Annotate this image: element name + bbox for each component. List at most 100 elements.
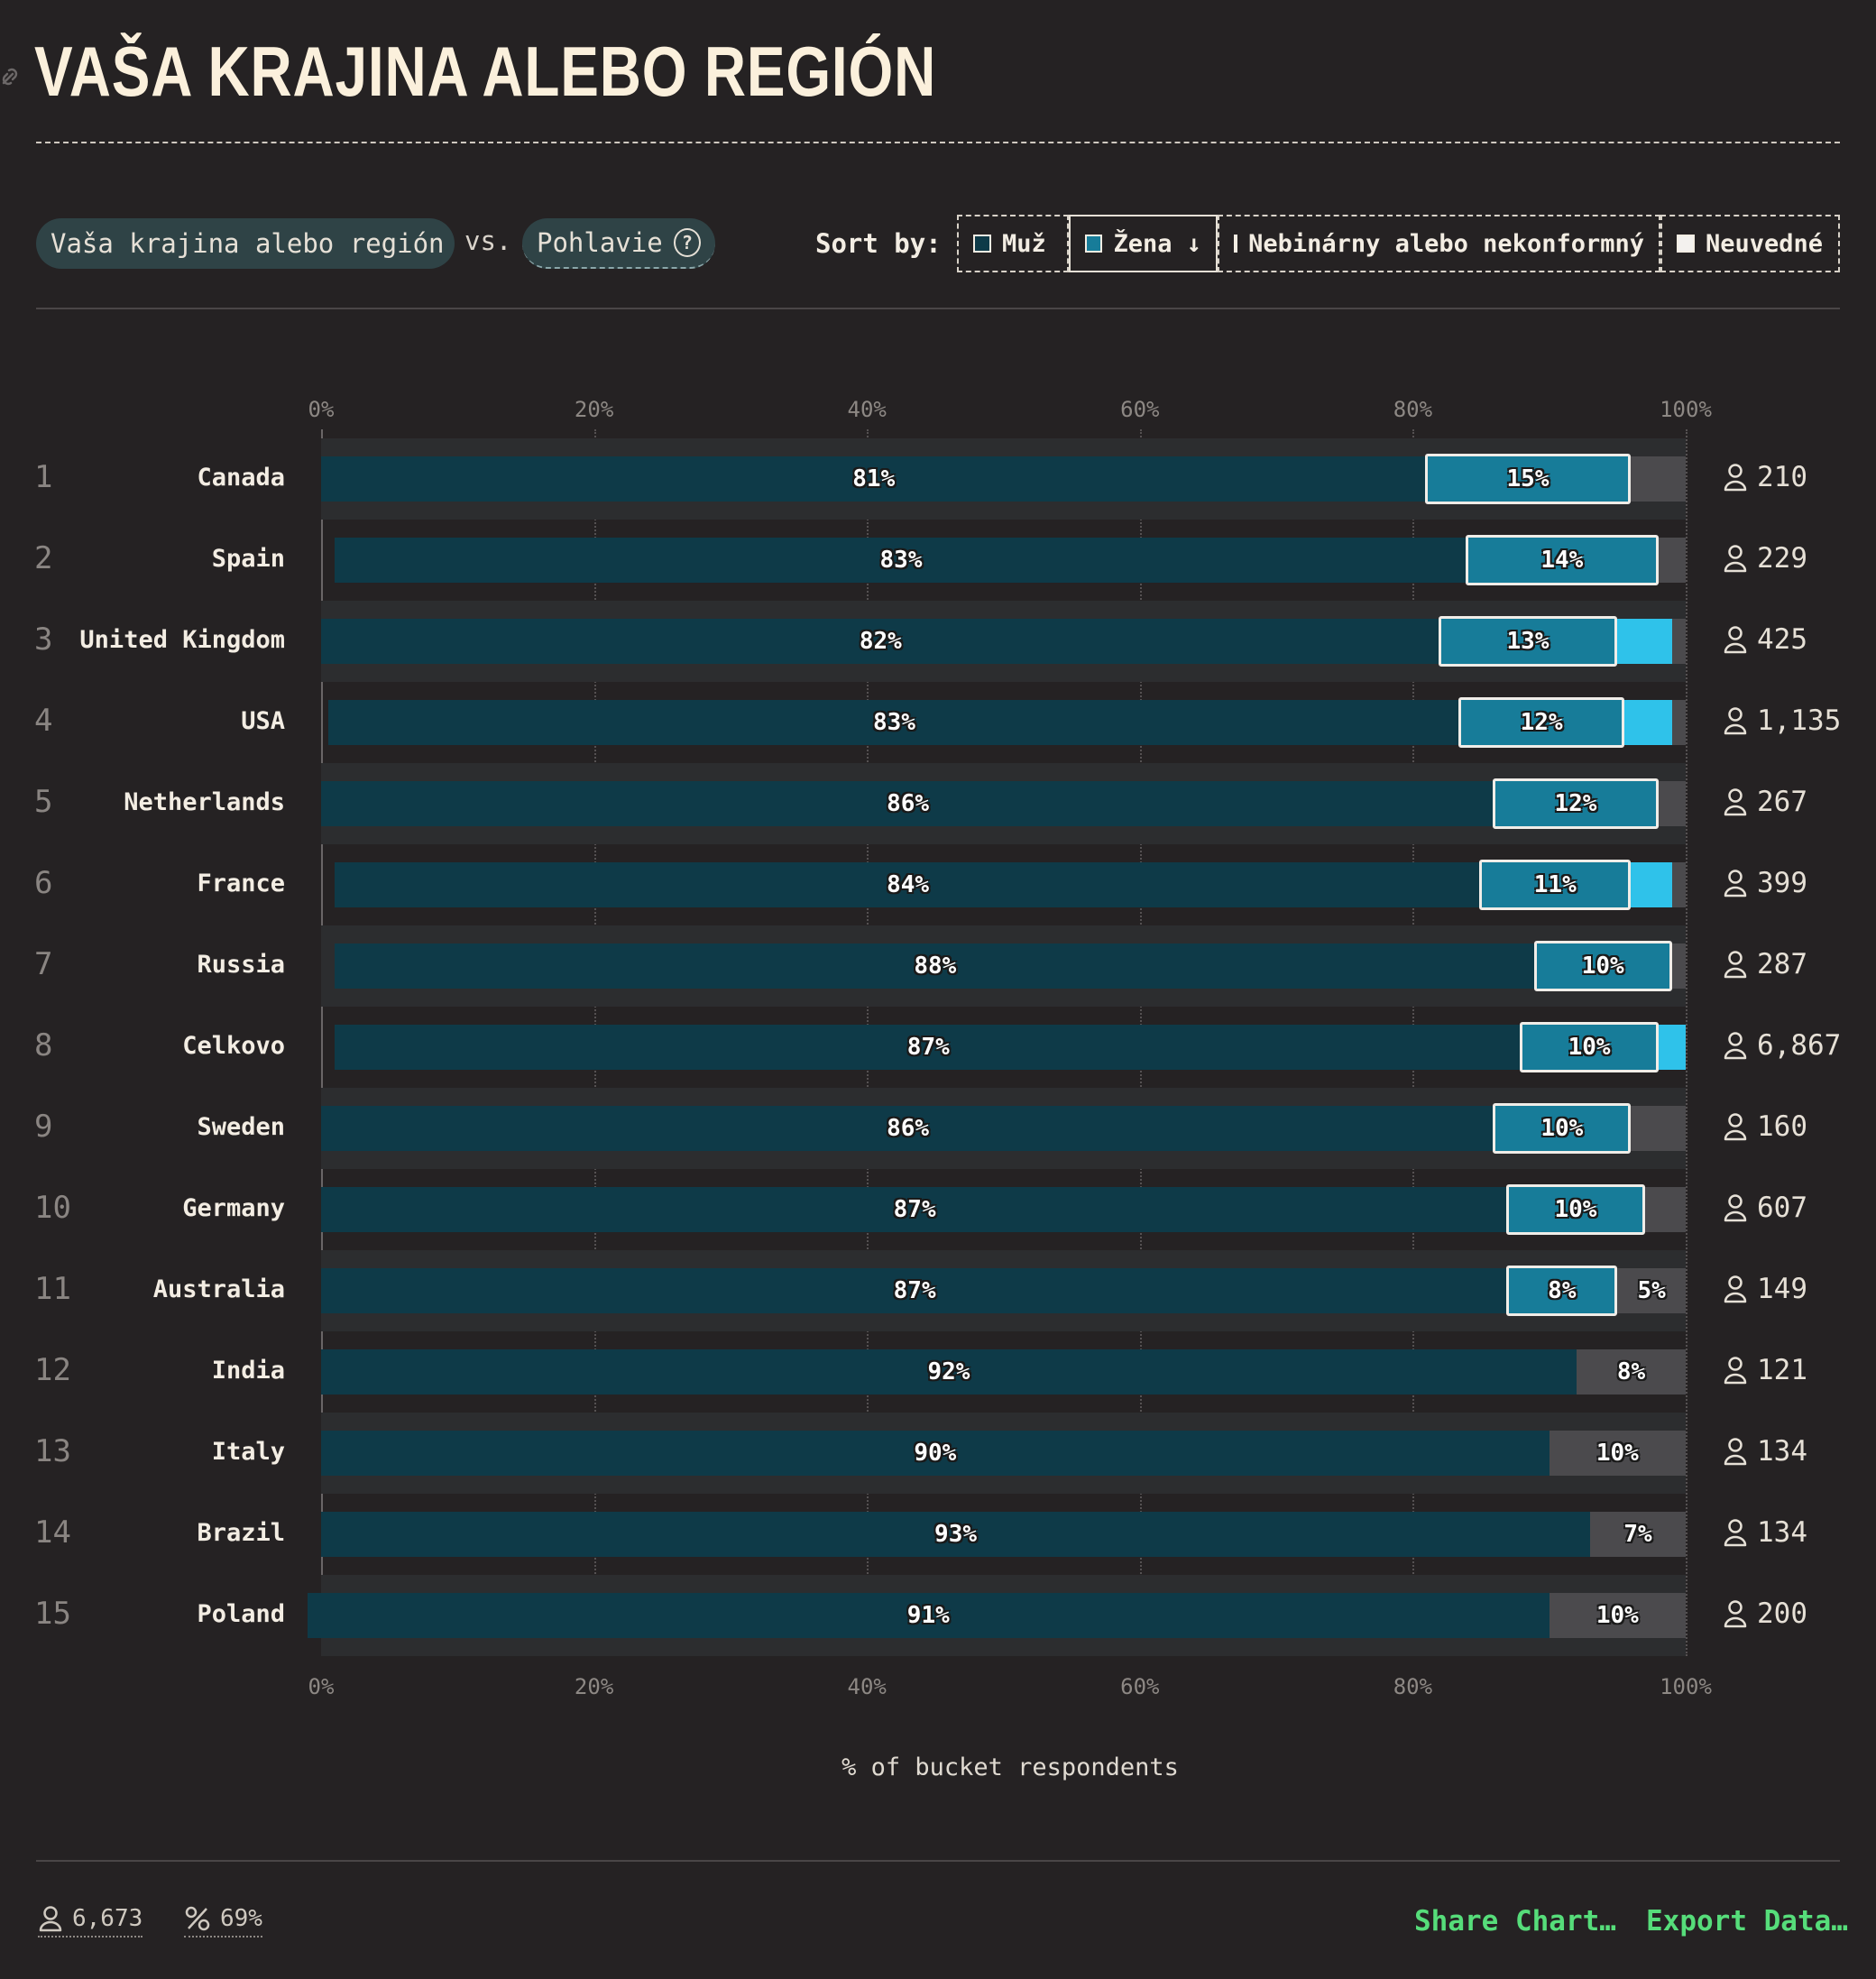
bar-neuvedne[interactable] <box>1549 1593 1686 1638</box>
bar-zena[interactable] <box>1465 535 1659 585</box>
bar-neuvedne[interactable] <box>1617 1268 1686 1313</box>
bar-neuvedne[interactable] <box>1658 781 1686 826</box>
bar-muz[interactable] <box>321 1431 1550 1476</box>
country-label: Canada <box>197 464 285 492</box>
help-icon[interactable]: ? <box>673 228 701 257</box>
person-icon <box>1724 707 1747 735</box>
bar-muz[interactable] <box>321 781 1495 826</box>
bar-label-zena: 12% <box>1554 790 1597 817</box>
sort-zena-button[interactable]: Žena ↓ <box>1069 215 1218 272</box>
bar-muz[interactable] <box>321 1268 1509 1313</box>
percent-stat[interactable]: 69% <box>184 1905 262 1938</box>
person-icon <box>1724 1275 1747 1303</box>
sort-by-label: Sort by: <box>815 228 942 259</box>
bar-muz[interactable] <box>307 1593 1550 1638</box>
x-tick-label-bottom: 60% <box>1120 1674 1160 1699</box>
export-data-link[interactable]: Export Data… <box>1646 1905 1848 1938</box>
person-icon <box>39 1906 62 1932</box>
row-respondent-count: 229 <box>1723 542 1807 575</box>
bar-neuvedne[interactable] <box>1644 1187 1686 1232</box>
rank-number: 4 <box>34 703 53 739</box>
respondents-count: 6,673 <box>72 1905 143 1932</box>
x-tick-label-bottom: 40% <box>847 1674 887 1699</box>
bar-label-neuvedne: 7% <box>1623 1521 1652 1548</box>
sort-zena-label: Žena ↓ <box>1113 229 1201 258</box>
x-tick-label-top: 20% <box>574 397 614 422</box>
bar-label-muz: 83% <box>879 547 923 574</box>
person-icon <box>1724 626 1747 654</box>
person-icon <box>1724 1357 1747 1385</box>
bar-nebinarny[interactable] <box>1631 862 1672 907</box>
row-count-value: 210 <box>1757 461 1807 493</box>
row-respondent-count: 287 <box>1723 948 1807 980</box>
bar-neuvedne[interactable] <box>1631 456 1686 502</box>
bar-label-muz: 88% <box>914 953 957 980</box>
respondents-stat[interactable]: 6,673 <box>38 1905 143 1938</box>
bar-nebinarny[interactable] <box>1617 619 1672 664</box>
bar-muz[interactable] <box>321 456 1427 502</box>
rank-number: 6 <box>34 865 53 901</box>
link-icon[interactable] <box>0 63 20 90</box>
bar-neuvedne[interactable] <box>1671 862 1686 907</box>
dimension-a-select[interactable]: Vaša krajina alebo región <box>36 218 455 269</box>
bar-zena[interactable] <box>1520 1022 1659 1072</box>
bar-muz[interactable] <box>335 862 1482 907</box>
bar-muz[interactable] <box>335 1025 1522 1070</box>
person-icon <box>1724 1600 1747 1628</box>
person-icon <box>1724 951 1747 979</box>
sort-neuvedne-button[interactable]: Neuvedné <box>1660 215 1840 272</box>
bar-neuvedne[interactable] <box>1590 1512 1686 1557</box>
bar-neuvedne[interactable] <box>1549 1431 1686 1476</box>
rank-number: 11 <box>34 1271 71 1307</box>
sort-muz-button[interactable]: Muž <box>957 215 1069 272</box>
bar-neuvedne[interactable] <box>1671 943 1686 989</box>
bar-muz[interactable] <box>335 943 1536 989</box>
zena-swatch <box>1085 235 1103 253</box>
bar-zena[interactable] <box>1479 860 1632 910</box>
row-respondent-count: 425 <box>1723 623 1807 656</box>
person-icon <box>1724 788 1747 816</box>
bar-muz[interactable] <box>321 1349 1577 1395</box>
controls-divider <box>36 308 1840 309</box>
bar-label-muz: 92% <box>927 1358 970 1385</box>
bar-neuvedne[interactable] <box>1671 619 1686 664</box>
bar-zena[interactable] <box>1424 454 1632 504</box>
bar-zena[interactable] <box>1506 1184 1645 1235</box>
bar-label-zena: 14% <box>1540 547 1584 574</box>
country-label: Russia <box>197 951 285 979</box>
sort-nebinarny-button[interactable]: Nebinárny alebo nekonformný <box>1218 215 1660 272</box>
x-tick-label-top: 100% <box>1660 397 1712 422</box>
bar-neuvedne[interactable] <box>1658 538 1686 583</box>
bar-zena[interactable] <box>1533 941 1672 991</box>
row-count-value: 200 <box>1757 1597 1807 1630</box>
muz-swatch <box>973 235 991 253</box>
rank-number: 15 <box>34 1596 71 1632</box>
bar-nebinarny[interactable] <box>1658 1025 1686 1070</box>
bar-zena[interactable] <box>1493 778 1659 829</box>
rank-number: 8 <box>34 1027 53 1063</box>
bar-zena[interactable] <box>1493 1103 1632 1154</box>
bar-muz[interactable] <box>321 1512 1591 1557</box>
bar-zena[interactable] <box>1438 616 1618 667</box>
dimension-b-select[interactable]: Pohlavie ? <box>522 218 715 269</box>
bar-neuvedne[interactable] <box>1576 1349 1686 1395</box>
person-icon <box>1724 1113 1747 1141</box>
bar-label-neuvedne: 10% <box>1596 1440 1639 1467</box>
bar-label-muz: 82% <box>859 628 902 655</box>
row-respondent-count: 121 <box>1723 1354 1807 1386</box>
row-count-value: 134 <box>1757 1435 1807 1468</box>
bar-muz[interactable] <box>321 1106 1495 1151</box>
country-label: Australia <box>152 1275 285 1303</box>
share-chart-link[interactable]: Share Chart… <box>1414 1905 1616 1938</box>
bar-zena[interactable] <box>1506 1266 1618 1316</box>
bar-label-neuvedne: 5% <box>1637 1277 1666 1304</box>
bar-muz[interactable] <box>327 700 1461 745</box>
bar-zena[interactable] <box>1458 697 1624 748</box>
bar-muz[interactable] <box>321 1187 1509 1232</box>
bar-neuvedne[interactable] <box>1671 700 1686 745</box>
bar-muz[interactable] <box>321 619 1440 664</box>
bar-muz[interactable] <box>335 538 1467 583</box>
bar-neuvedne[interactable] <box>1631 1106 1686 1151</box>
bar-nebinarny[interactable] <box>1623 700 1672 745</box>
person-icon <box>1724 464 1747 492</box>
